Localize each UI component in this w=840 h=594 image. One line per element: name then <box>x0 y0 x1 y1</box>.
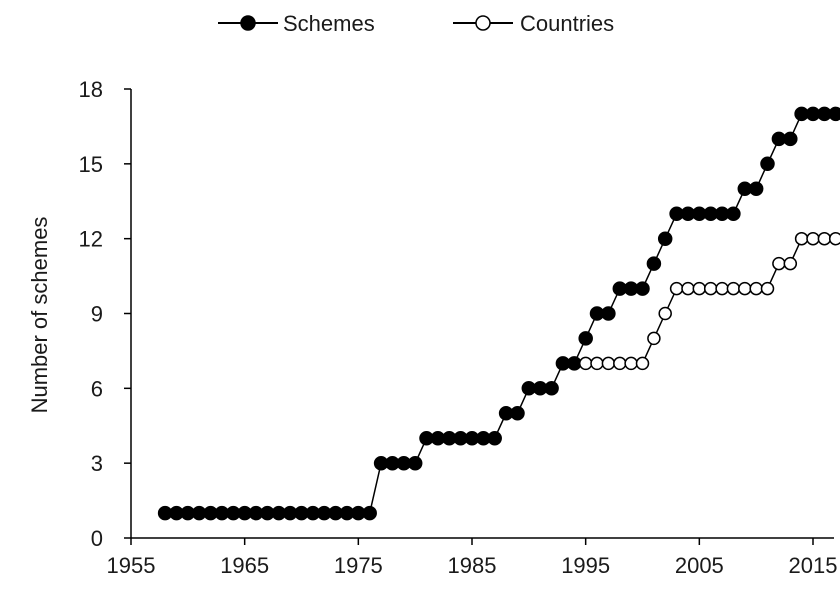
axes: 0 3 6 9 12 15 18 1955 1965 1975 1985 1995 2005 2015 <box>79 77 838 578</box>
data-point-countries <box>681 281 695 296</box>
series-layer <box>157 106 840 521</box>
y-tick-label: 0 <box>91 526 103 551</box>
legend-marker-countries <box>475 15 491 31</box>
data-point-countries <box>635 356 650 371</box>
data-point-countries <box>738 281 752 296</box>
data-point-countries <box>726 281 741 296</box>
data-point-countries <box>715 281 729 296</box>
data-point-schemes <box>567 356 582 371</box>
data-point-countries <box>647 331 661 346</box>
x-tick-label: 2015 <box>789 553 838 578</box>
x-tick-label: 1995 <box>561 553 610 578</box>
legend-label-schemes: Schemes <box>283 11 375 36</box>
y-tick-label: 15 <box>79 152 103 177</box>
data-point-schemes <box>646 256 662 271</box>
data-point-schemes <box>362 505 377 521</box>
data-point-schemes <box>760 156 775 172</box>
legend-item-schemes: Schemes <box>218 11 375 36</box>
data-point-schemes <box>601 306 616 321</box>
series-line-countries <box>585 237 836 365</box>
data-point-countries <box>794 231 809 246</box>
data-point-schemes <box>544 381 559 396</box>
series-schemes <box>157 106 840 521</box>
data-point-schemes <box>407 455 423 471</box>
data-point-countries <box>692 281 707 296</box>
data-point-countries <box>590 356 604 371</box>
data-point-countries <box>703 281 718 296</box>
legend-item-countries: Countries <box>453 11 614 36</box>
data-point-schemes <box>783 131 798 147</box>
legend-label-countries: Countries <box>520 11 614 36</box>
series-line-schemes <box>165 113 836 514</box>
data-point-countries <box>578 356 593 371</box>
x-tick-label: 1985 <box>448 553 497 578</box>
y-tick-label: 6 <box>91 376 103 401</box>
data-point-countries <box>806 231 820 246</box>
chart-legend: Schemes Countries <box>218 11 614 36</box>
y-axis-title: Number of schemes <box>27 217 52 414</box>
y-tick-label: 18 <box>79 77 103 102</box>
data-point-schemes <box>726 206 741 221</box>
y-tick-label: 9 <box>91 302 103 327</box>
y-tick-label: 12 <box>79 227 103 252</box>
x-tick-label: 1975 <box>334 553 383 578</box>
data-point-schemes <box>657 231 673 246</box>
data-point-schemes <box>487 430 502 446</box>
x-tick-label: 1955 <box>107 553 156 578</box>
series-countries <box>578 231 840 371</box>
data-point-schemes <box>510 406 525 421</box>
data-point-countries <box>749 281 763 296</box>
data-point-countries <box>817 231 832 246</box>
data-point-schemes <box>578 331 593 346</box>
legend-marker-schemes <box>240 15 256 31</box>
data-point-countries <box>624 356 638 371</box>
data-point-schemes <box>828 106 840 122</box>
data-point-countries <box>783 256 798 271</box>
data-point-countries <box>760 281 775 296</box>
data-point-countries <box>772 256 786 271</box>
data-point-schemes <box>635 281 650 296</box>
data-point-countries <box>828 231 840 246</box>
data-point-countries <box>658 306 672 321</box>
data-point-countries <box>613 356 627 371</box>
data-point-schemes <box>748 181 764 197</box>
x-tick-label: 1965 <box>220 553 269 578</box>
data-point-countries <box>669 281 684 296</box>
x-tick-label: 2005 <box>675 553 724 578</box>
y-tick-label: 3 <box>91 451 103 476</box>
data-point-countries <box>601 356 616 371</box>
